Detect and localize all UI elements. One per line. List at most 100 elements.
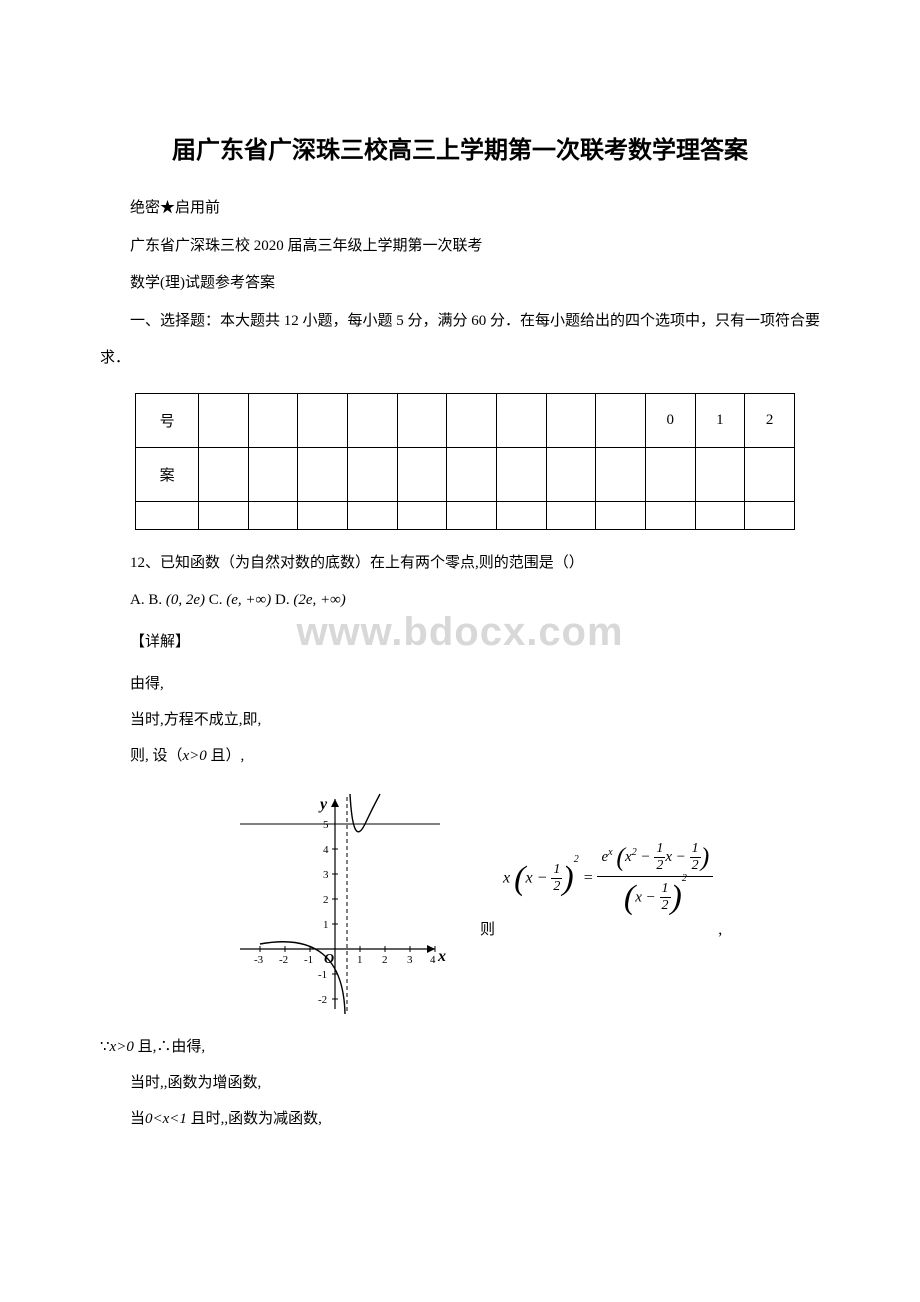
step-2: 当时,方程不成立,即, xyxy=(100,702,820,738)
table-cell xyxy=(447,501,497,529)
svg-text:-1: -1 xyxy=(304,954,313,966)
table-cell xyxy=(745,501,795,529)
row-label: 案 xyxy=(136,447,199,501)
svg-text:1: 1 xyxy=(323,919,329,931)
rhs-minus2: − xyxy=(672,848,690,864)
row-label: 号 xyxy=(136,393,199,447)
table-row: 号 0 1 2 xyxy=(136,393,795,447)
rhs-minus1: − xyxy=(637,848,655,864)
svg-text:-2: -2 xyxy=(279,954,288,966)
table-cell xyxy=(298,501,348,529)
lhs-exp: 2 xyxy=(574,854,579,865)
opt-b-val: (0, 2e) xyxy=(166,592,205,608)
table-cell xyxy=(497,447,547,501)
opt-d-val: (2e, +∞) xyxy=(293,592,345,608)
opt-b-label: B. xyxy=(148,592,162,608)
rhs-exp-x: x xyxy=(608,846,612,857)
table-cell xyxy=(645,501,695,529)
table-cell xyxy=(546,447,596,501)
den-minus: − xyxy=(642,889,660,905)
svg-text:-1: -1 xyxy=(318,969,327,981)
formula-comma: , xyxy=(718,921,722,939)
step-7: 当0<x<1 且时,,函数为减函数, xyxy=(100,1101,820,1137)
step-1: 由得, xyxy=(100,666,820,702)
table-cell xyxy=(298,393,348,447)
table-cell xyxy=(397,393,447,447)
opt-a-label: A. xyxy=(130,592,145,608)
table-cell xyxy=(596,393,646,447)
opt-d-label: D. xyxy=(275,592,290,608)
half-num-2: 1 xyxy=(654,841,665,858)
table-cell xyxy=(546,501,596,529)
q12-text: 12、已知函数（为自然对数的底数）在上有两个零点,则的范围是（） xyxy=(100,545,820,583)
svg-text:-2: -2 xyxy=(318,994,327,1006)
table-cell xyxy=(497,501,547,529)
table-cell xyxy=(497,393,547,447)
table-cell: 0 xyxy=(645,393,695,447)
svg-text:y: y xyxy=(318,796,328,813)
step-6: 当时,,函数为增函数, xyxy=(100,1065,820,1101)
table-cell xyxy=(645,447,695,501)
step-7b: 0<x<1 xyxy=(145,1111,187,1127)
half-num-3: 1 xyxy=(690,841,701,858)
lhs-inner-x: x xyxy=(525,869,532,886)
svg-text:4: 4 xyxy=(323,844,329,856)
table-cell xyxy=(596,501,646,529)
table-cell: 1 xyxy=(695,393,745,447)
answer-table: 号 0 1 2 案 xyxy=(135,393,795,530)
svg-text:2: 2 xyxy=(323,894,329,906)
table-cell xyxy=(248,447,298,501)
svg-text:1: 1 xyxy=(357,954,363,966)
table-cell xyxy=(397,501,447,529)
den-exp: 2 xyxy=(682,873,687,884)
step-7a: 当 xyxy=(130,1111,145,1127)
rhs-x: x xyxy=(665,848,672,864)
table-cell xyxy=(248,501,298,529)
paper-line: 数学(理)试题参考答案 xyxy=(100,265,820,303)
half-den-4: 2 xyxy=(660,898,671,914)
table-cell xyxy=(348,501,398,529)
step-3: 则, 设（x>0 且）, xyxy=(100,738,820,774)
den-x: x xyxy=(635,889,642,905)
svg-text:x: x xyxy=(437,948,446,965)
step-5c: 且,∴由得, xyxy=(134,1039,205,1055)
step-3a: 则, 设（ xyxy=(130,748,183,764)
svg-text:-3: -3 xyxy=(254,954,264,966)
opt-c-label: C. xyxy=(209,592,223,608)
ze-label: 则 xyxy=(480,918,495,939)
table-row xyxy=(136,501,795,529)
opt-c-val: (e, +∞) xyxy=(226,592,271,608)
svg-text:5: 5 xyxy=(323,819,329,831)
half-num: 1 xyxy=(551,862,562,879)
page-title: 届广东省广深珠三校高三上学期第一次联考数学理答案 xyxy=(100,130,820,165)
step-5a: ∵ xyxy=(100,1039,110,1055)
table-cell xyxy=(248,393,298,447)
svg-text:3: 3 xyxy=(407,954,413,966)
function-graph: x y O -3 -2 -1 1 2 3 4 1 2 3 4 5 -1 -2 xyxy=(230,789,450,1019)
table-row: 案 xyxy=(136,447,795,501)
table-cell xyxy=(447,447,497,501)
table-cell xyxy=(745,447,795,501)
svg-text:4: 4 xyxy=(430,954,436,966)
graph-formula-row: x y O -3 -2 -1 1 2 3 4 1 2 3 4 5 -1 -2 则… xyxy=(100,789,820,1019)
table-cell xyxy=(199,393,249,447)
formula: 则 x (x − 12)2 = ex (x2 − 12x − 12) (x − … xyxy=(450,859,820,949)
table-cell xyxy=(695,447,745,501)
table-cell xyxy=(596,447,646,501)
svg-text:2: 2 xyxy=(382,954,388,966)
table-cell xyxy=(199,447,249,501)
section-heading: 一、选择题：本大题共 12 小题，每小题 5 分，满分 60 分．在每小题给出的… xyxy=(100,303,820,378)
rhs-x2: x xyxy=(625,848,632,864)
school-line: 广东省广深珠三校 2020 届高三年级上学期第一次联考 xyxy=(100,228,820,266)
table-cell xyxy=(447,393,497,447)
confidential-line: 绝密★启用前 xyxy=(100,190,820,228)
detail-label: 【详解】 xyxy=(100,624,820,660)
table-cell xyxy=(546,393,596,447)
step-3c: 且）, xyxy=(207,748,245,764)
table-cell xyxy=(199,501,249,529)
table-cell: 2 xyxy=(745,393,795,447)
lhs-x: x xyxy=(503,869,510,886)
step-7c: 且时,,函数为减函数, xyxy=(187,1111,322,1127)
step-5: ∵x>0 且,∴由得, xyxy=(100,1029,820,1065)
table-cell xyxy=(397,447,447,501)
